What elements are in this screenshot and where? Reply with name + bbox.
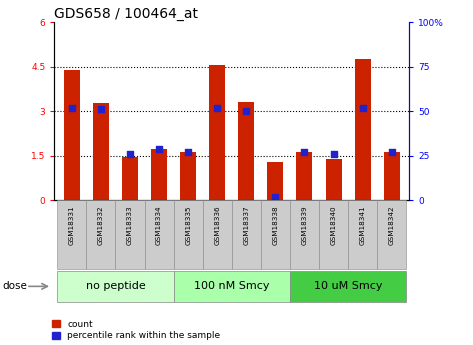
Text: GSM18342: GSM18342 bbox=[389, 206, 394, 245]
Bar bbox=[261, 200, 290, 269]
Point bbox=[330, 151, 337, 157]
Bar bbox=[174, 200, 203, 269]
Text: 100 nM Smcy: 100 nM Smcy bbox=[194, 282, 270, 291]
Point bbox=[126, 151, 134, 157]
Text: no peptide: no peptide bbox=[86, 282, 145, 291]
Bar bbox=[203, 200, 232, 269]
Point bbox=[272, 194, 279, 199]
Text: GSM18340: GSM18340 bbox=[331, 206, 337, 245]
Bar bbox=[87, 200, 115, 269]
Bar bbox=[232, 200, 261, 269]
Text: GSM18335: GSM18335 bbox=[185, 206, 191, 245]
Text: GSM18334: GSM18334 bbox=[156, 206, 162, 245]
Bar bbox=[297, 152, 313, 200]
Point bbox=[184, 149, 192, 155]
Point bbox=[388, 149, 395, 155]
Bar bbox=[348, 200, 377, 269]
Bar bbox=[290, 271, 406, 302]
Bar bbox=[238, 102, 254, 200]
Point bbox=[243, 108, 250, 114]
Bar bbox=[115, 200, 145, 269]
Legend: count, percentile rank within the sample: count, percentile rank within the sample bbox=[52, 320, 220, 341]
Point bbox=[359, 105, 367, 110]
Text: GSM18338: GSM18338 bbox=[272, 206, 279, 245]
Text: GSM18341: GSM18341 bbox=[359, 206, 366, 245]
Bar bbox=[384, 152, 400, 200]
Text: GSM18332: GSM18332 bbox=[98, 206, 104, 245]
Point bbox=[213, 105, 221, 110]
Text: GSM18331: GSM18331 bbox=[69, 206, 75, 245]
Bar bbox=[290, 200, 319, 269]
Text: GDS658 / 100464_at: GDS658 / 100464_at bbox=[54, 7, 198, 21]
Bar bbox=[209, 65, 225, 200]
Bar bbox=[174, 271, 290, 302]
Bar bbox=[151, 149, 167, 200]
Point bbox=[68, 105, 76, 110]
Text: GSM18336: GSM18336 bbox=[214, 206, 220, 245]
Point bbox=[155, 146, 163, 151]
Bar bbox=[145, 200, 174, 269]
Bar bbox=[377, 200, 406, 269]
Bar bbox=[180, 152, 196, 200]
Text: GSM18337: GSM18337 bbox=[243, 206, 249, 245]
Text: dose: dose bbox=[2, 282, 27, 291]
Bar bbox=[355, 59, 371, 200]
Point bbox=[301, 149, 308, 155]
Bar bbox=[57, 271, 174, 302]
Point bbox=[97, 107, 105, 112]
Bar bbox=[122, 157, 138, 200]
Bar bbox=[319, 200, 348, 269]
Text: GSM18333: GSM18333 bbox=[127, 206, 133, 245]
Text: GSM18339: GSM18339 bbox=[301, 206, 307, 245]
Text: 10 uM Smcy: 10 uM Smcy bbox=[314, 282, 382, 291]
Bar bbox=[57, 200, 87, 269]
Bar bbox=[64, 70, 80, 200]
Bar bbox=[325, 159, 342, 200]
Bar bbox=[267, 161, 283, 200]
Bar bbox=[93, 103, 109, 200]
